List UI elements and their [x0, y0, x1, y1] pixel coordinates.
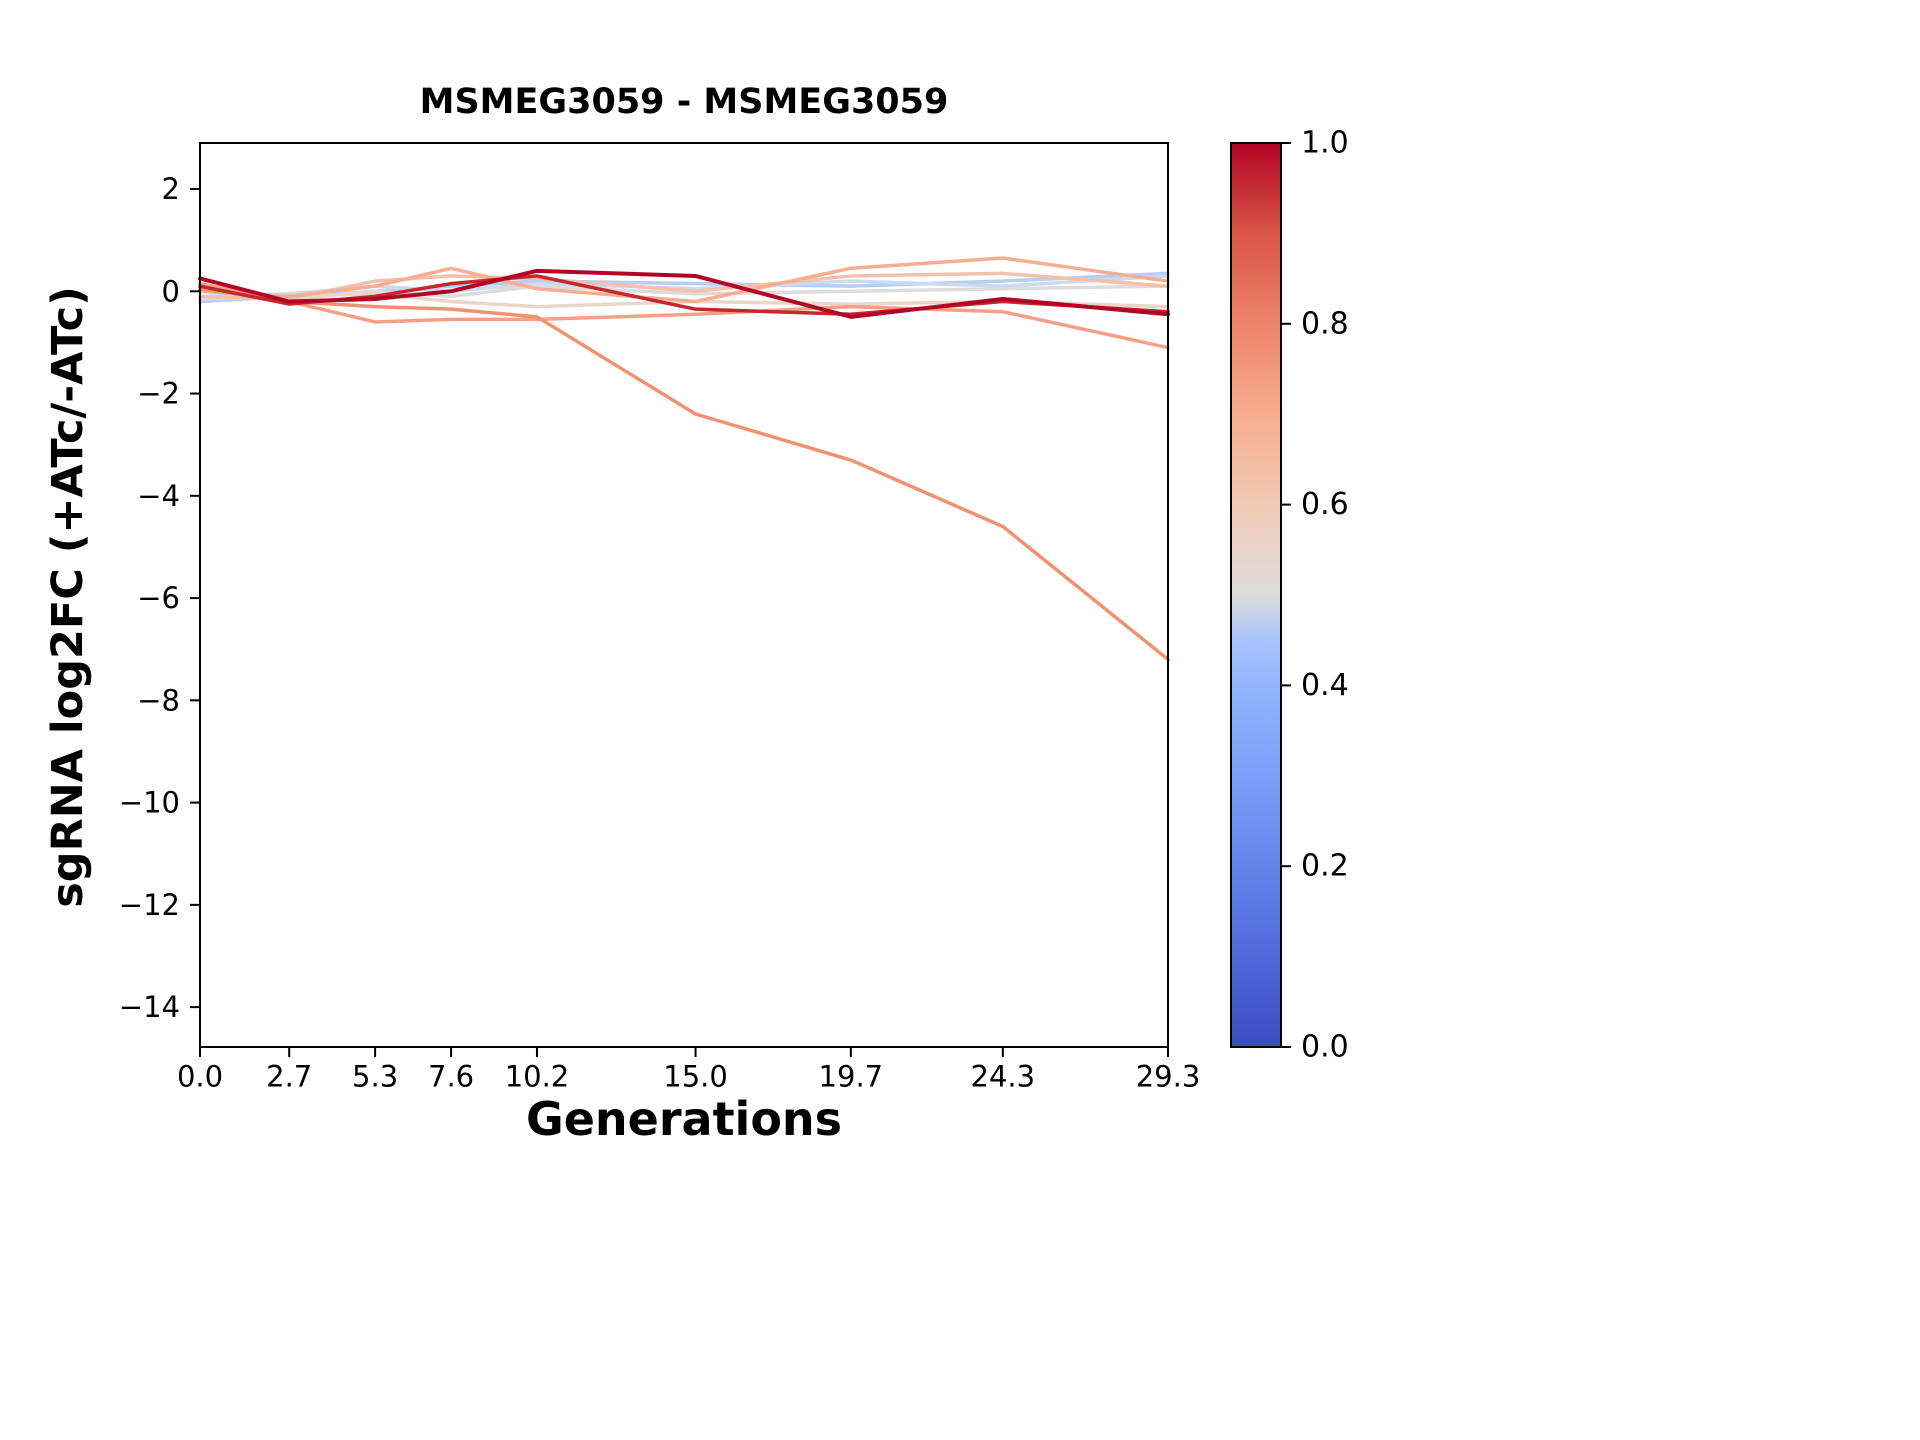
line-series-4	[198, 292, 1170, 309]
y-axis-label: sgRNA log2FC (+ATc/-ATc)	[43, 286, 93, 908]
x-tick-label: 2.7	[266, 1060, 312, 1094]
y-tick-label: −10	[119, 786, 180, 820]
y-tick-label: −14	[119, 990, 180, 1024]
x-tick-label: 7.6	[428, 1060, 474, 1094]
y-tick-label: −8	[137, 683, 180, 717]
y-tick-label: −12	[119, 888, 180, 922]
colorbar-tick-label: 0.8	[1301, 306, 1349, 341]
line-series-8	[198, 286, 1170, 662]
colorbar-gradient	[1231, 143, 1281, 1047]
x-tick-label: 19.7	[819, 1060, 884, 1094]
line-series-7	[198, 281, 1170, 350]
line-series-10	[198, 268, 1170, 319]
x-axis-label: Generations	[525, 1092, 843, 1146]
colorbar-tick-label: 1.0	[1301, 126, 1349, 161]
line-series-6	[198, 256, 1170, 304]
y-tick-label: −6	[137, 581, 180, 615]
plot-border	[199, 142, 1169, 1048]
colorbar-tick-label: 0.6	[1301, 487, 1349, 522]
x-tick-label: 10.2	[505, 1060, 570, 1094]
series-group	[198, 256, 1170, 662]
colorbar-tick-label: 0.4	[1301, 668, 1349, 703]
x-tick-label: 15.0	[663, 1060, 728, 1094]
x-tick-label: 0.0	[177, 1060, 223, 1094]
y-tick-label: 2	[162, 172, 180, 206]
x-tick-label: 29.3	[1136, 1060, 1201, 1094]
y-tick-label: −2	[137, 377, 180, 411]
colorbar-tick-label: 0.2	[1301, 849, 1349, 884]
y-tick-label: −4	[137, 479, 180, 513]
colorbar-tick-label: 0.0	[1301, 1030, 1349, 1065]
colorbar-border	[1230, 142, 1282, 1048]
chart-title: MSMEG3059 - MSMEG3059	[419, 82, 949, 122]
y-tick-label: 0	[162, 274, 180, 308]
x-tick-label: 5.3	[352, 1060, 398, 1094]
x-tick-label: 24.3	[971, 1060, 1036, 1094]
